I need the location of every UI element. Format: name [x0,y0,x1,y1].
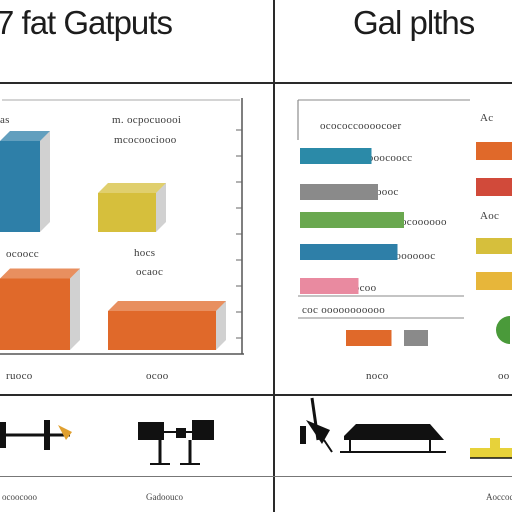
right-bar-4 [300,278,359,294]
left-bar-side-0-0 [40,131,50,232]
left-bars [0,131,226,350]
left-bottom-label-1: ocoocooo [2,492,37,502]
right-bar-tail [404,330,428,346]
left-bar-0-1 [98,193,156,232]
right-bottom-label-1: Aoccoc [486,492,512,502]
left-bar-1-1 [108,311,216,350]
right-bar-0 [300,148,372,164]
right-bar-5 [346,330,392,346]
left-chart-ticks [236,129,242,339]
left-bar-top-1-0 [0,268,80,279]
right-bar-2 [300,212,404,228]
left-chart-header-1: m. ocpocuoooi [112,114,182,126]
left-chart-header-2: mcocoociooo [114,134,177,146]
left-mid-left-label: ocoocc [6,248,39,260]
right-footer-label-1: noco [366,370,389,382]
left-mid-right-label-2: ocaoc [136,266,164,278]
treadmill-icon [340,424,446,453]
bench-icon [138,420,214,465]
swatch-green-half [496,316,510,344]
bottom-divider [0,476,512,477]
right-chart-header-1: ocococcoooocoer [320,120,402,132]
center-divider [273,0,275,512]
middle-divider [0,394,512,396]
left-bar-side-0-1 [156,183,166,232]
swatch-red [476,178,512,196]
right-row-label-6: coc ooooooooooo [302,304,386,316]
right-side-swatches [476,142,512,344]
barbell-icon [0,420,72,450]
left-bar-top-1-1 [108,301,226,311]
left-bar-top-0-0 [0,131,50,141]
left-bar-0-0 [0,141,40,232]
rowing-machine-icon [300,397,333,453]
swatch-gold [476,272,512,290]
right-row-label-1: nooocoocc [362,152,413,164]
swatch-orange [476,142,512,160]
step-platform-icon [470,438,512,459]
top-divider [0,82,512,84]
left-bar-1-0 [0,278,70,350]
right-footer-label-2: oo [498,370,510,382]
left-bar-side-1-1 [216,301,226,350]
left-top-left-label: as [0,114,10,126]
left-bar-side-1-0 [70,268,80,350]
left-footer-label-1: ruoco [6,370,33,382]
right-bar-3 [300,244,398,260]
left-title: 7 fat Gatputs [0,4,173,41]
right-bar-1 [300,184,378,200]
left-bottom-label-2: Gadoouco [146,492,183,502]
right-row-label-3: coocoooooo [390,216,447,228]
right-col-label-2: Aoc [480,210,500,222]
right-col-label-1: Ac [480,112,494,124]
right-title: Gal plths [353,4,475,41]
right-bars [300,148,428,346]
swatch-yellow [476,238,512,254]
left-mid-right-label-1: hocs [134,247,156,259]
left-footer-label-2: ocoo [146,370,169,382]
left-bar-top-0-1 [98,183,166,193]
